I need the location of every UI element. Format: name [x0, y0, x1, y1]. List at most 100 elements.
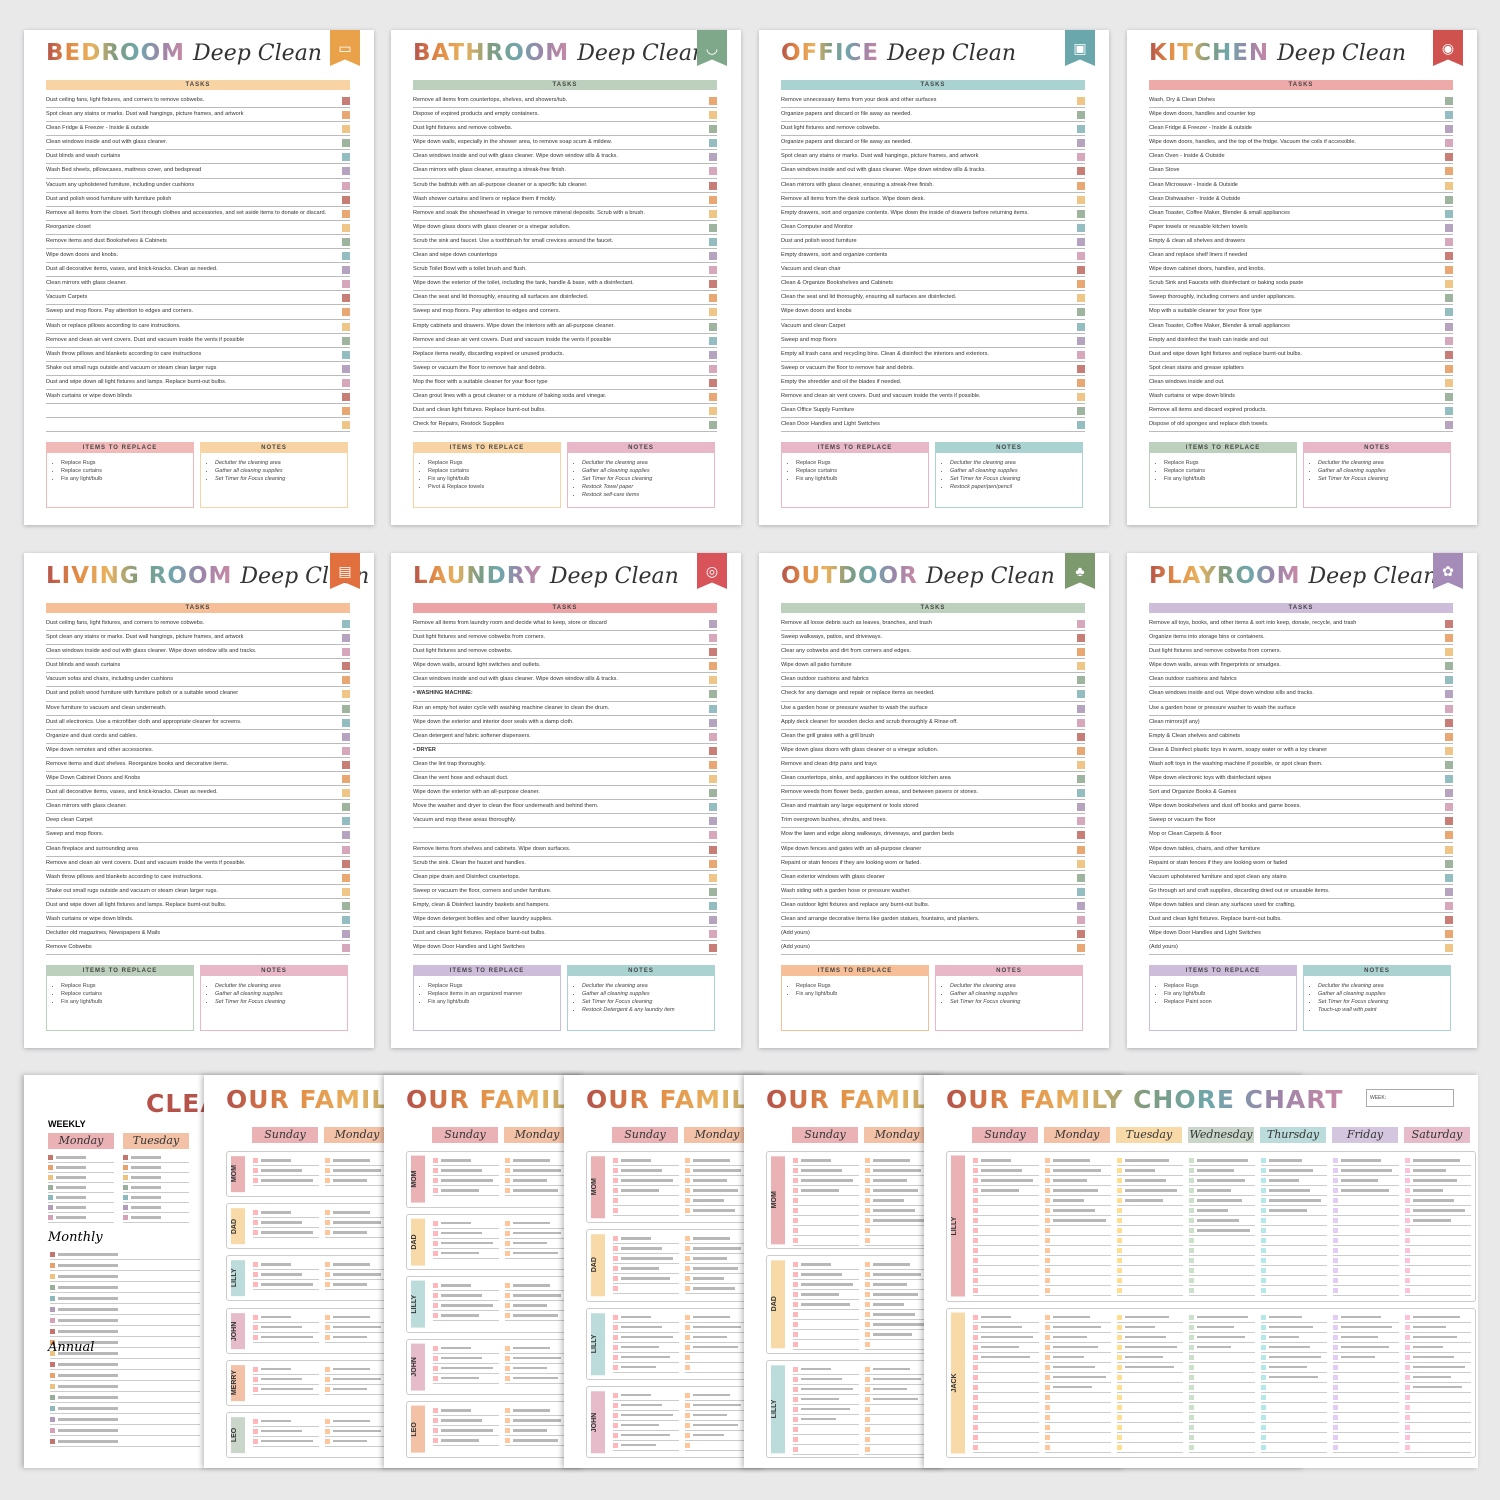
checkbox[interactable] [1117, 1258, 1122, 1263]
checkbox[interactable] [505, 1168, 510, 1173]
checkbox[interactable] [613, 1198, 618, 1203]
checkbox[interactable] [433, 1428, 438, 1434]
checkbox[interactable] [1445, 223, 1453, 232]
checkbox[interactable] [1077, 817, 1085, 826]
checkbox[interactable] [973, 1324, 978, 1330]
checkbox[interactable] [1077, 139, 1085, 148]
checkbox[interactable] [793, 1272, 798, 1278]
checkbox[interactable] [1405, 1364, 1410, 1370]
checkbox[interactable] [973, 1374, 978, 1380]
checkbox[interactable] [613, 1442, 618, 1448]
checkbox[interactable] [1261, 1208, 1266, 1213]
checkbox[interactable] [1045, 1404, 1050, 1410]
checkbox[interactable] [793, 1178, 798, 1183]
checkbox[interactable] [342, 139, 350, 148]
checkbox[interactable] [1261, 1158, 1266, 1163]
checkbox[interactable] [1445, 746, 1453, 755]
checkbox[interactable] [709, 760, 717, 769]
checkbox[interactable] [1261, 1354, 1266, 1360]
checkbox[interactable] [613, 1168, 618, 1173]
checkbox[interactable] [342, 350, 350, 359]
checkbox[interactable] [1405, 1434, 1410, 1440]
checkbox[interactable] [342, 634, 350, 643]
checkbox[interactable] [709, 407, 717, 416]
checkbox[interactable] [709, 690, 717, 699]
checkbox[interactable] [1261, 1404, 1266, 1410]
checkbox[interactable] [253, 1272, 258, 1278]
checkbox[interactable] [709, 195, 717, 204]
checkbox[interactable] [505, 1345, 510, 1351]
checkbox[interactable] [685, 1158, 690, 1163]
checkbox[interactable] [1405, 1168, 1410, 1173]
checkbox[interactable] [1405, 1384, 1410, 1390]
checkbox[interactable] [342, 704, 350, 713]
checkbox[interactable] [1077, 322, 1085, 331]
checkbox[interactable] [973, 1288, 978, 1293]
checkbox[interactable] [865, 1272, 870, 1278]
checkbox[interactable] [433, 1313, 438, 1319]
checkbox[interactable] [1445, 930, 1453, 939]
checkbox[interactable] [1261, 1178, 1266, 1183]
checkbox[interactable] [1189, 1444, 1194, 1450]
checkbox[interactable] [342, 901, 350, 910]
checkbox[interactable] [342, 392, 350, 401]
checkbox[interactable] [342, 280, 350, 289]
checkbox[interactable] [709, 294, 717, 303]
checkbox[interactable] [342, 195, 350, 204]
checkbox[interactable] [1189, 1158, 1194, 1163]
checkbox[interactable] [865, 1282, 870, 1288]
checkbox[interactable] [253, 1366, 258, 1372]
checkbox[interactable] [1445, 252, 1453, 261]
checkbox[interactable] [1077, 859, 1085, 868]
checkbox[interactable] [1261, 1228, 1266, 1233]
checkbox[interactable] [1117, 1404, 1122, 1410]
checkbox[interactable] [1261, 1238, 1266, 1243]
checkbox[interactable] [1045, 1168, 1050, 1173]
checkbox[interactable] [1189, 1404, 1194, 1410]
checkbox[interactable] [342, 662, 350, 671]
checkbox[interactable] [1077, 407, 1085, 416]
checkbox[interactable] [1045, 1248, 1050, 1253]
checkbox[interactable] [325, 1428, 330, 1434]
checkbox[interactable] [342, 887, 350, 896]
checkbox[interactable] [1445, 407, 1453, 416]
checkbox[interactable] [505, 1293, 510, 1299]
checkbox[interactable] [1445, 97, 1453, 105]
checkbox[interactable] [1117, 1188, 1122, 1193]
checkbox[interactable] [505, 1178, 510, 1183]
checkbox[interactable] [1045, 1374, 1050, 1380]
checkbox[interactable] [1045, 1258, 1050, 1263]
checkbox[interactable] [1117, 1168, 1122, 1173]
checkbox[interactable] [342, 831, 350, 840]
checkbox[interactable] [342, 111, 350, 120]
checkbox[interactable] [325, 1272, 330, 1278]
checkbox[interactable] [433, 1230, 438, 1236]
checkbox[interactable] [709, 97, 717, 105]
checkbox[interactable] [1333, 1314, 1338, 1320]
checkbox[interactable] [505, 1408, 510, 1414]
checkbox[interactable] [1077, 195, 1085, 204]
checkbox[interactable] [685, 1236, 690, 1242]
checkbox[interactable] [613, 1256, 618, 1262]
checkbox[interactable] [1445, 153, 1453, 162]
checkbox[interactable] [505, 1230, 510, 1236]
checkbox[interactable] [709, 153, 717, 162]
checkbox[interactable] [1045, 1364, 1050, 1370]
checkbox[interactable] [865, 1396, 870, 1402]
checkbox[interactable] [505, 1355, 510, 1361]
checkbox[interactable] [1445, 887, 1453, 896]
checkbox[interactable] [1189, 1268, 1194, 1273]
checkbox[interactable] [1445, 662, 1453, 671]
checkbox[interactable] [1445, 760, 1453, 769]
checkbox[interactable] [1117, 1444, 1122, 1450]
checkbox[interactable] [1045, 1324, 1050, 1330]
checkbox[interactable] [709, 803, 717, 812]
checkbox[interactable] [709, 746, 717, 755]
checkbox[interactable] [1189, 1278, 1194, 1283]
checkbox[interactable] [865, 1302, 870, 1308]
checkbox[interactable] [709, 620, 717, 628]
checkbox[interactable] [973, 1228, 978, 1233]
checkbox[interactable] [973, 1268, 978, 1273]
checkbox[interactable] [793, 1446, 798, 1452]
checkbox[interactable] [342, 746, 350, 755]
